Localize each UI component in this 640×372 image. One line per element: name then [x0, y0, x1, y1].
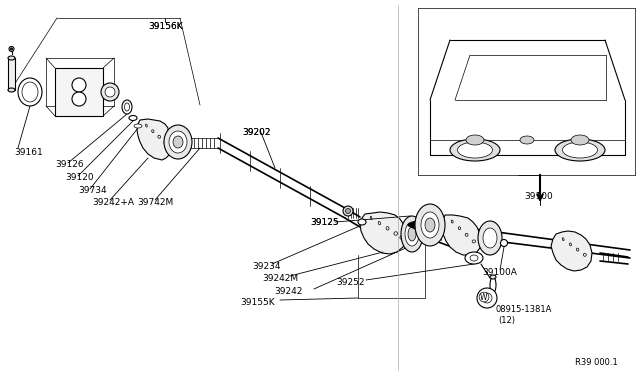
Ellipse shape: [401, 216, 423, 252]
Text: 39242M: 39242M: [262, 274, 298, 283]
Ellipse shape: [125, 103, 129, 111]
Text: 39242: 39242: [274, 287, 302, 296]
Circle shape: [10, 48, 13, 50]
Text: 39202: 39202: [242, 128, 271, 137]
Text: 39156K: 39156K: [148, 22, 182, 31]
Ellipse shape: [571, 135, 589, 145]
Text: 39126: 39126: [55, 160, 84, 169]
Polygon shape: [442, 215, 481, 255]
Text: 39125: 39125: [310, 218, 339, 227]
Ellipse shape: [8, 56, 15, 60]
Circle shape: [477, 288, 497, 308]
Text: 08915-1381A: 08915-1381A: [496, 305, 552, 314]
Text: W: W: [480, 292, 488, 301]
Ellipse shape: [465, 252, 483, 264]
Ellipse shape: [478, 221, 502, 255]
Text: 39734: 39734: [78, 186, 107, 195]
Ellipse shape: [483, 228, 497, 248]
Bar: [55, 68, 103, 116]
Ellipse shape: [129, 115, 137, 121]
Circle shape: [101, 83, 119, 101]
Circle shape: [105, 87, 115, 97]
Ellipse shape: [470, 255, 478, 261]
Circle shape: [346, 208, 351, 214]
Polygon shape: [137, 119, 172, 160]
Text: 39125: 39125: [310, 218, 339, 227]
Ellipse shape: [169, 131, 187, 153]
Ellipse shape: [164, 125, 192, 159]
Ellipse shape: [520, 136, 534, 144]
Text: (12): (12): [498, 316, 515, 325]
Text: 39100A: 39100A: [482, 268, 517, 277]
Text: 39161: 39161: [14, 148, 43, 157]
Circle shape: [72, 92, 86, 106]
Ellipse shape: [422, 229, 429, 239]
Text: 39242+A: 39242+A: [92, 198, 134, 207]
Circle shape: [9, 46, 14, 51]
Ellipse shape: [408, 227, 416, 241]
Text: R39 000.1: R39 000.1: [575, 358, 618, 367]
Ellipse shape: [450, 139, 500, 161]
Text: 39155K: 39155K: [240, 298, 275, 307]
Text: 39156K: 39156K: [148, 22, 182, 31]
Ellipse shape: [122, 100, 132, 114]
Circle shape: [72, 78, 86, 92]
Circle shape: [343, 206, 353, 216]
Ellipse shape: [358, 219, 366, 225]
Polygon shape: [551, 231, 592, 271]
Ellipse shape: [22, 82, 38, 102]
Text: 39234: 39234: [252, 262, 280, 271]
Text: 39742M: 39742M: [137, 198, 173, 207]
Circle shape: [500, 240, 508, 247]
Ellipse shape: [8, 88, 15, 92]
Ellipse shape: [490, 275, 496, 279]
Ellipse shape: [490, 277, 496, 293]
Polygon shape: [360, 212, 406, 254]
Ellipse shape: [18, 78, 42, 106]
Ellipse shape: [421, 212, 439, 238]
Ellipse shape: [405, 222, 419, 246]
Ellipse shape: [555, 139, 605, 161]
Ellipse shape: [458, 142, 493, 158]
Bar: [8, 58, 15, 90]
Ellipse shape: [173, 136, 183, 148]
Text: 39120: 39120: [65, 173, 93, 182]
Ellipse shape: [134, 124, 142, 128]
Circle shape: [482, 293, 492, 303]
Text: 39202: 39202: [242, 128, 271, 137]
Ellipse shape: [415, 204, 445, 246]
Text: 39100: 39100: [524, 192, 553, 201]
Ellipse shape: [466, 135, 484, 145]
Text: 39252: 39252: [336, 278, 365, 287]
Ellipse shape: [563, 142, 598, 158]
Ellipse shape: [425, 218, 435, 232]
